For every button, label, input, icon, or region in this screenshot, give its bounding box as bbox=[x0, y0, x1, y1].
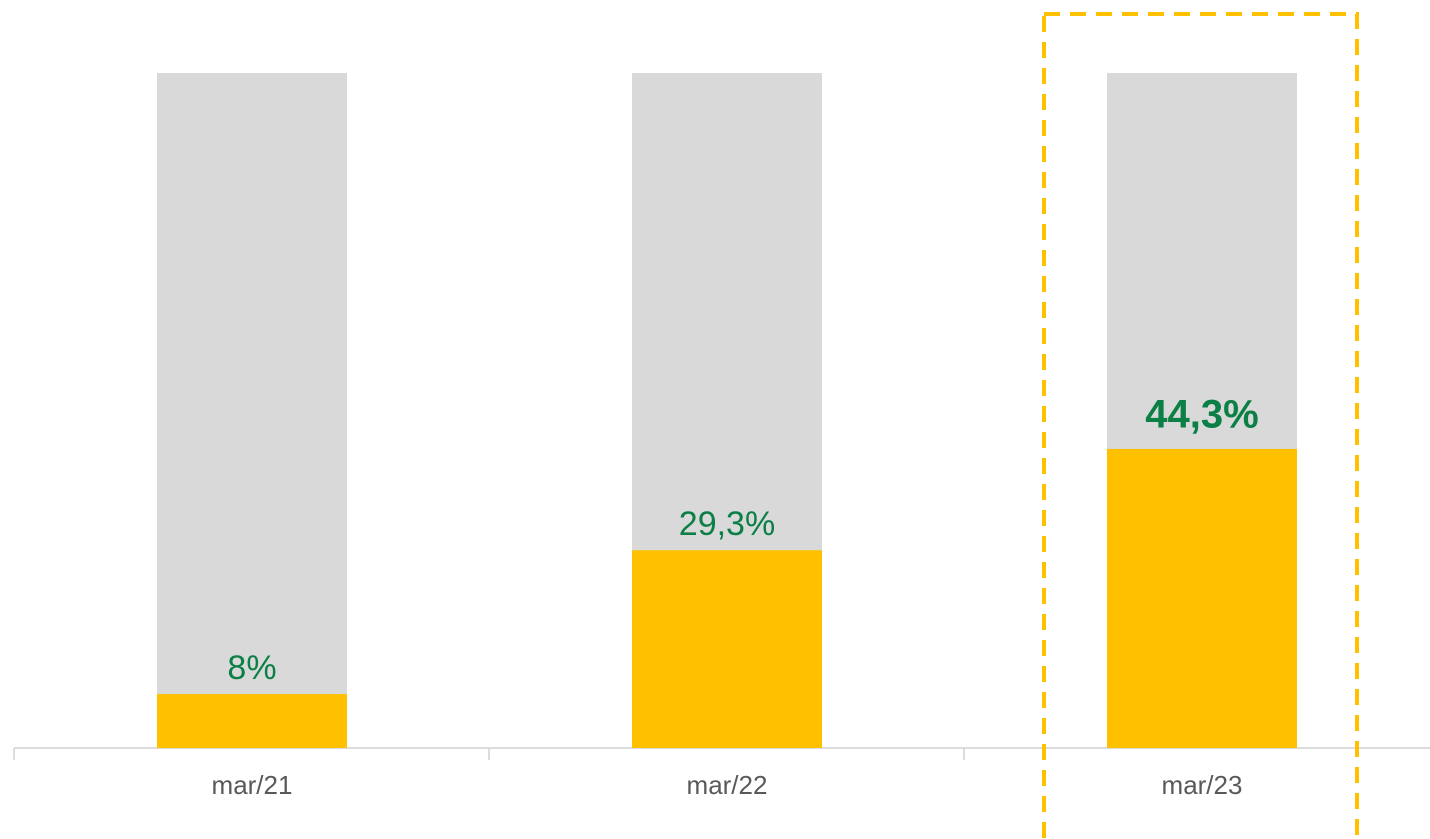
value-label: 8% bbox=[227, 649, 276, 687]
bar bbox=[157, 694, 347, 748]
bar bbox=[1107, 448, 1297, 748]
x-tick-label: mar/23 bbox=[1162, 770, 1243, 800]
value-label: 29,3% bbox=[679, 505, 775, 543]
x-tick-label: mar/22 bbox=[687, 770, 768, 800]
x-tick-label: mar/21 bbox=[212, 770, 293, 800]
bar bbox=[632, 550, 822, 748]
bar-track bbox=[157, 73, 347, 748]
highlight-box bbox=[1042, 12, 1359, 839]
value-label: 44,3% bbox=[1145, 393, 1258, 437]
